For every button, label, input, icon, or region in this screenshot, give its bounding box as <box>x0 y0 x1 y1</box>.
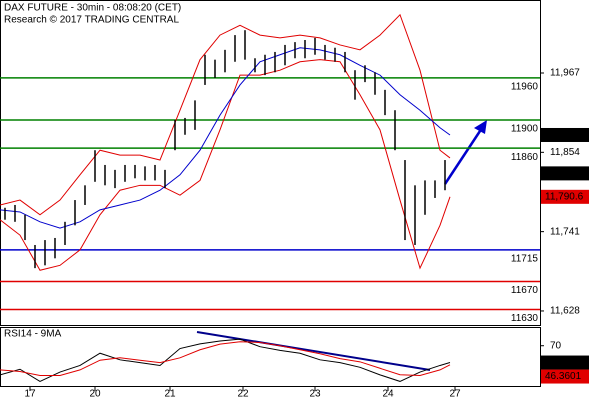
level-label: 11900 <box>511 124 539 135</box>
price-tag-label: 11,824 <box>545 168 575 179</box>
price-panel <box>0 0 541 326</box>
level-label: 11715 <box>511 254 539 265</box>
rsi-line <box>0 341 451 377</box>
price-tag-label: 49.1251 <box>545 357 582 368</box>
x-tick-label: 24 <box>382 389 394 400</box>
price-tag-label: 11,878.7 <box>545 130 584 141</box>
level-label: 11670 <box>511 285 539 296</box>
level-label: 11960 <box>511 82 539 93</box>
chart-subtitle: Research © 2017 TRADING CENTRAL <box>4 15 179 26</box>
level-label: 11630 <box>511 313 539 324</box>
price-tag <box>541 189 589 204</box>
x-tick-label: 20 <box>89 389 101 400</box>
y-tick-label: 11,854 <box>550 147 580 158</box>
level-label: 11860 <box>511 152 539 163</box>
y-tick-label: 11,628 <box>550 306 580 317</box>
price-tag <box>541 166 589 181</box>
price-tag-label: 46.3601 <box>545 371 582 382</box>
arrow <box>443 120 487 185</box>
price-tag-label: 11,790.6 <box>545 191 584 202</box>
y-tick-label: 11,741 <box>550 226 580 237</box>
rsi-panel <box>0 327 541 387</box>
rsi-trendline <box>196 331 431 371</box>
rsi-y-tick-label: 70 <box>550 340 562 351</box>
x-tick-label: 21 <box>164 389 176 400</box>
overlay-line <box>0 47 451 229</box>
x-tick-label: 17 <box>24 389 36 400</box>
y-tick-label: 11,967 <box>550 68 580 79</box>
overlay-line <box>0 13 451 216</box>
rsi-line <box>0 338 451 382</box>
x-tick-label: 27 <box>449 389 461 400</box>
chart-title: DAX FUTURE - 30min - 08:08:20 (CET) <box>4 3 181 14</box>
overlay-line <box>0 59 451 271</box>
rsi-title: RSI14 - 9MA <box>4 329 62 340</box>
x-tick-label: 23 <box>309 389 321 400</box>
price-tag <box>541 355 589 370</box>
price-tag <box>541 127 589 142</box>
x-tick-label: 22 <box>237 389 249 400</box>
price-tag <box>541 369 589 384</box>
